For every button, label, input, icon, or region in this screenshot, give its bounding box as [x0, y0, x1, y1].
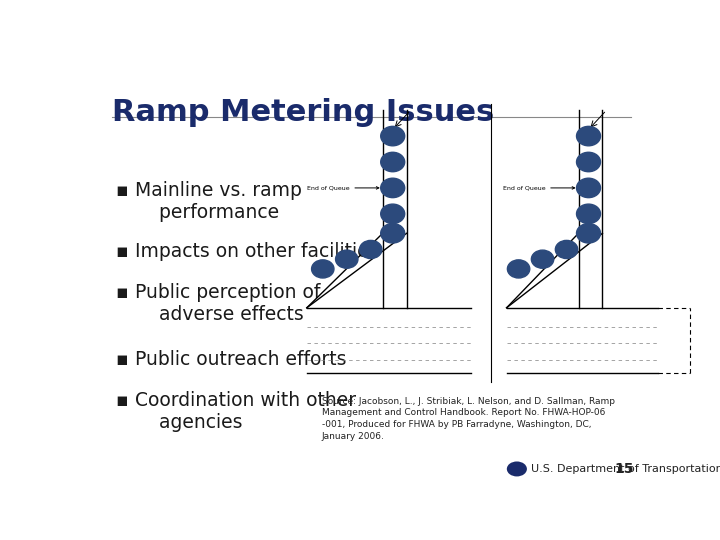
- Circle shape: [577, 224, 600, 243]
- Circle shape: [508, 260, 530, 278]
- Text: U.S. Department of Transportation: U.S. Department of Transportation: [531, 464, 720, 474]
- Circle shape: [381, 178, 405, 198]
- Circle shape: [577, 178, 600, 198]
- Circle shape: [555, 240, 577, 259]
- Text: Mainline vs. ramp
    performance: Mainline vs. ramp performance: [135, 181, 302, 222]
- Circle shape: [577, 152, 600, 172]
- Circle shape: [507, 462, 527, 476]
- Circle shape: [381, 126, 405, 146]
- Text: Public perception of
    adverse effects: Public perception of adverse effects: [135, 283, 320, 324]
- Text: ▪: ▪: [115, 181, 128, 200]
- Circle shape: [531, 250, 554, 268]
- Circle shape: [359, 240, 382, 259]
- Circle shape: [381, 204, 405, 224]
- Text: Impacts on other facilities: Impacts on other facilities: [135, 241, 378, 260]
- Text: Coordination with other
    agencies: Coordination with other agencies: [135, 391, 356, 432]
- Circle shape: [312, 260, 334, 278]
- Circle shape: [577, 204, 600, 224]
- Text: Public outreach efforts: Public outreach efforts: [135, 349, 346, 369]
- Text: ▪: ▪: [115, 283, 128, 302]
- Circle shape: [336, 250, 358, 268]
- Text: ▪: ▪: [115, 391, 128, 410]
- Circle shape: [381, 152, 405, 172]
- Text: 15: 15: [615, 462, 634, 476]
- Text: ▪: ▪: [115, 241, 128, 260]
- Circle shape: [381, 224, 405, 243]
- Circle shape: [577, 126, 600, 146]
- Text: End of Queue: End of Queue: [307, 185, 379, 191]
- Text: ▪: ▪: [115, 349, 128, 369]
- Text: Source: Jacobson, L., J. Stribiak, L. Nelson, and D. Sallman, Ramp
Management an: Source: Jacobson, L., J. Stribiak, L. Ne…: [322, 397, 615, 441]
- Text: Ramp Metering Issues: Ramp Metering Issues: [112, 98, 495, 127]
- Text: End of Queue: End of Queue: [503, 185, 575, 191]
